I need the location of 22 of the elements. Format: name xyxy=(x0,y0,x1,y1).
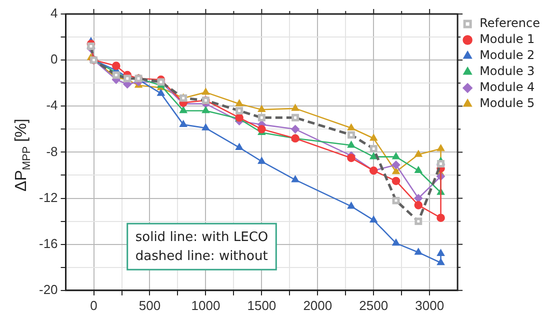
x-tick-label: 1500 xyxy=(247,298,276,313)
y-tick-label: -20 xyxy=(38,282,58,297)
y-tick-label: 0 xyxy=(50,52,58,67)
legend-label: Module 4 xyxy=(480,80,535,94)
x-tick-label: 2000 xyxy=(303,298,332,313)
y-tick-label: -4 xyxy=(46,98,58,113)
legend-label: Module 5 xyxy=(480,96,535,110)
annotation: solid line: with LECO xyxy=(135,230,268,245)
x-tick-label: 2500 xyxy=(359,298,388,313)
x-tick-label: 500 xyxy=(138,298,161,313)
x-tick-label: 0 xyxy=(90,298,98,313)
legend-label: Module 3 xyxy=(480,64,535,78)
legend-label: Reference xyxy=(480,16,540,30)
y-tick-label: -12 xyxy=(38,190,58,205)
x-tick-label: 1000 xyxy=(191,298,220,313)
y-tick-label: -16 xyxy=(38,236,58,251)
y-tick-label: 4 xyxy=(50,6,58,21)
legend-label: Module 2 xyxy=(480,48,535,62)
y-tick-label: -8 xyxy=(46,144,58,159)
annotation: dashed line: without xyxy=(135,248,268,264)
x-tick-label: 3000 xyxy=(415,298,444,313)
legend-label: Module 1 xyxy=(480,32,535,46)
